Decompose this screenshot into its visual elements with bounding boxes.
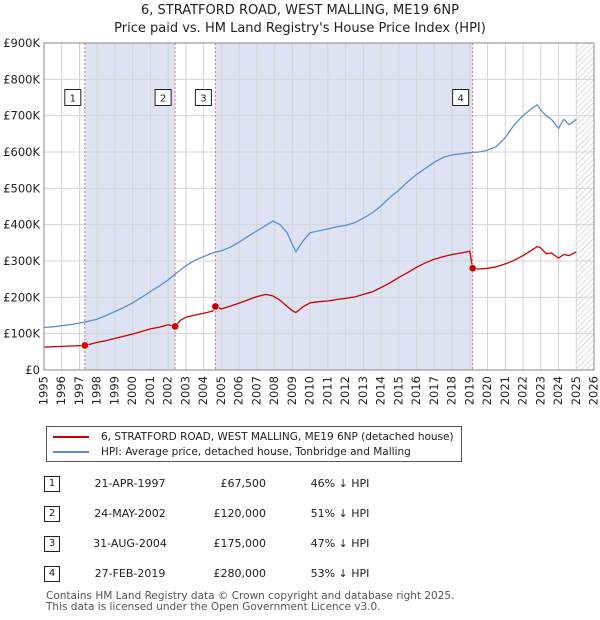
x-tick-label: 2014 xyxy=(374,376,388,405)
sale-marker-label: 4 xyxy=(457,94,463,105)
sale-date: 21-APR-1997 xyxy=(94,477,166,490)
sale-marker-badge xyxy=(452,89,470,106)
table-row: 4 27-FEB-2019 £280,000 53% ↓ HPI xyxy=(40,566,420,586)
x-tick-label: 2017 xyxy=(427,376,441,405)
x-tick-label: 2023 xyxy=(533,376,547,405)
x-tick-label: 2025 xyxy=(569,376,583,405)
sale-hpi-diff: 53% ↓ HPI xyxy=(310,567,370,580)
x-tick-label: 1999 xyxy=(107,376,121,405)
x-tick-label: 1998 xyxy=(90,376,104,405)
y-tick-label: £700K xyxy=(3,109,40,123)
table-row: 1 21-APR-1997 £67,500 46% ↓ HPI xyxy=(40,476,420,496)
sale-point xyxy=(171,322,179,331)
chart-title-main: 6, STRATFORD ROAD, WEST MALLING, ME19 6N… xyxy=(141,3,459,18)
sale-marker-label: 2 xyxy=(160,94,166,105)
y-tick-label: £500K xyxy=(3,181,40,195)
x-tick-label: 2010 xyxy=(303,376,317,405)
y-tick-label: £900K xyxy=(3,36,40,50)
x-tick-label: 2007 xyxy=(249,376,263,405)
x-tick-label: 2002 xyxy=(161,376,175,405)
sale-price: £120,000 xyxy=(213,507,267,520)
sale-marker-label: 1 xyxy=(70,94,76,105)
chart-title: 6, STRATFORD ROAD, WEST MALLING, ME19 6N… xyxy=(0,2,600,38)
legend-item-property: 6, STRATFORD ROAD, WEST MALLING, ME19 6N… xyxy=(53,430,454,444)
x-tick-label: 2000 xyxy=(125,376,139,405)
x-tick-label: 2020 xyxy=(480,376,494,405)
series-line-hpi xyxy=(43,104,577,329)
legend-swatch-property xyxy=(53,436,89,438)
plot-border xyxy=(43,42,595,371)
x-tick-label: 2011 xyxy=(320,376,334,405)
y-tick-label: £0 xyxy=(25,363,40,377)
sale-point xyxy=(468,264,477,273)
x-tick-label: 2024 xyxy=(551,376,565,405)
y-tick-label: £800K xyxy=(3,72,40,86)
sale-marker-badge xyxy=(154,89,172,106)
sale-hpi-diff: 51% ↓ HPI xyxy=(310,507,370,520)
sale-date: 27-FEB-2019 xyxy=(94,567,166,580)
x-tick-label: 2026 xyxy=(587,376,600,405)
legend-item-hpi: HPI: Average price, detached house, Tonb… xyxy=(53,445,411,459)
x-tick-label: 2009 xyxy=(285,376,299,405)
sale-date: 31-AUG-2004 xyxy=(93,537,167,550)
sale-date: 24-MAY-2002 xyxy=(94,507,166,520)
sale-price: £175,000 xyxy=(213,537,267,550)
legend-label-hpi: HPI: Average price, detached house, Tonb… xyxy=(101,446,411,458)
sale-point xyxy=(80,341,89,350)
sale-hpi-diff: 46% ↓ HPI xyxy=(310,477,370,490)
footer-license: This data is licensed under the Open Gov… xyxy=(46,601,381,613)
x-tick-label: 2001 xyxy=(143,376,157,405)
x-tick-label: 2013 xyxy=(356,376,370,405)
y-tick-label: £300K xyxy=(3,254,40,268)
y-tick-label: £600K xyxy=(3,145,40,159)
x-tick-label: 2003 xyxy=(178,376,192,405)
future-hatch xyxy=(576,43,594,370)
y-tick-label: £400K xyxy=(3,218,40,232)
x-tick-label: 2022 xyxy=(516,376,530,405)
sale-number-badge: 1 xyxy=(44,476,60,492)
x-tick-label: 2021 xyxy=(498,376,512,405)
footer-copyright: Contains HM Land Registry data © Crown c… xyxy=(46,590,455,602)
sale-marker-label: 3 xyxy=(200,94,206,105)
sale-number-badge: 4 xyxy=(44,566,60,582)
sale-point xyxy=(211,302,220,311)
sale-price: £67,500 xyxy=(220,477,267,490)
table-row: 2 24-MAY-2002 £120,000 51% ↓ HPI xyxy=(40,506,420,526)
x-tick-label: 2016 xyxy=(409,376,423,405)
x-tick-label: 2005 xyxy=(214,376,228,405)
y-tick-label: £100K xyxy=(3,327,40,341)
sale-price: £280,000 xyxy=(213,567,267,580)
sale-number-badge: 3 xyxy=(44,536,60,552)
x-tick-label: 2008 xyxy=(267,376,281,405)
sale-hpi-diff: 47% ↓ HPI xyxy=(310,537,370,550)
legend-swatch-hpi xyxy=(53,451,89,453)
x-tick-label: 1995 xyxy=(37,376,51,405)
sale-marker-badge xyxy=(64,89,82,106)
footer-attribution: Contains HM Land Registry data © Crown c… xyxy=(46,591,454,613)
x-tick-label: 1997 xyxy=(72,376,86,405)
legend-label-property: 6, STRATFORD ROAD, WEST MALLING, ME19 6N… xyxy=(101,431,454,443)
price-chart: 1 2 3 4 £0 £100K £200K £300K £400K £500K £600K £70… xyxy=(3,36,600,405)
x-tick-label: 2019 xyxy=(462,376,476,405)
x-tick-label: 2006 xyxy=(232,376,246,405)
x-tick-label: 1996 xyxy=(54,376,68,405)
sale-marker-badge xyxy=(194,89,212,106)
y-tick-label: £200K xyxy=(3,290,40,304)
x-tick-label: 2015 xyxy=(391,376,405,405)
x-tick-label: 2018 xyxy=(445,376,459,405)
ownership-period-shade xyxy=(215,43,473,370)
x-tick-label: 2004 xyxy=(196,376,210,405)
x-tick-label: 2012 xyxy=(338,376,352,405)
table-row: 3 31-AUG-2004 £175,000 47% ↓ HPI xyxy=(40,536,420,556)
chart-legend: 6, STRATFORD ROAD, WEST MALLING, ME19 6N… xyxy=(46,426,462,462)
chart-subtitle: Price paid vs. HM Land Registry's House … xyxy=(114,21,486,36)
sale-number-badge: 2 xyxy=(44,506,60,522)
series-line-property xyxy=(43,245,577,348)
